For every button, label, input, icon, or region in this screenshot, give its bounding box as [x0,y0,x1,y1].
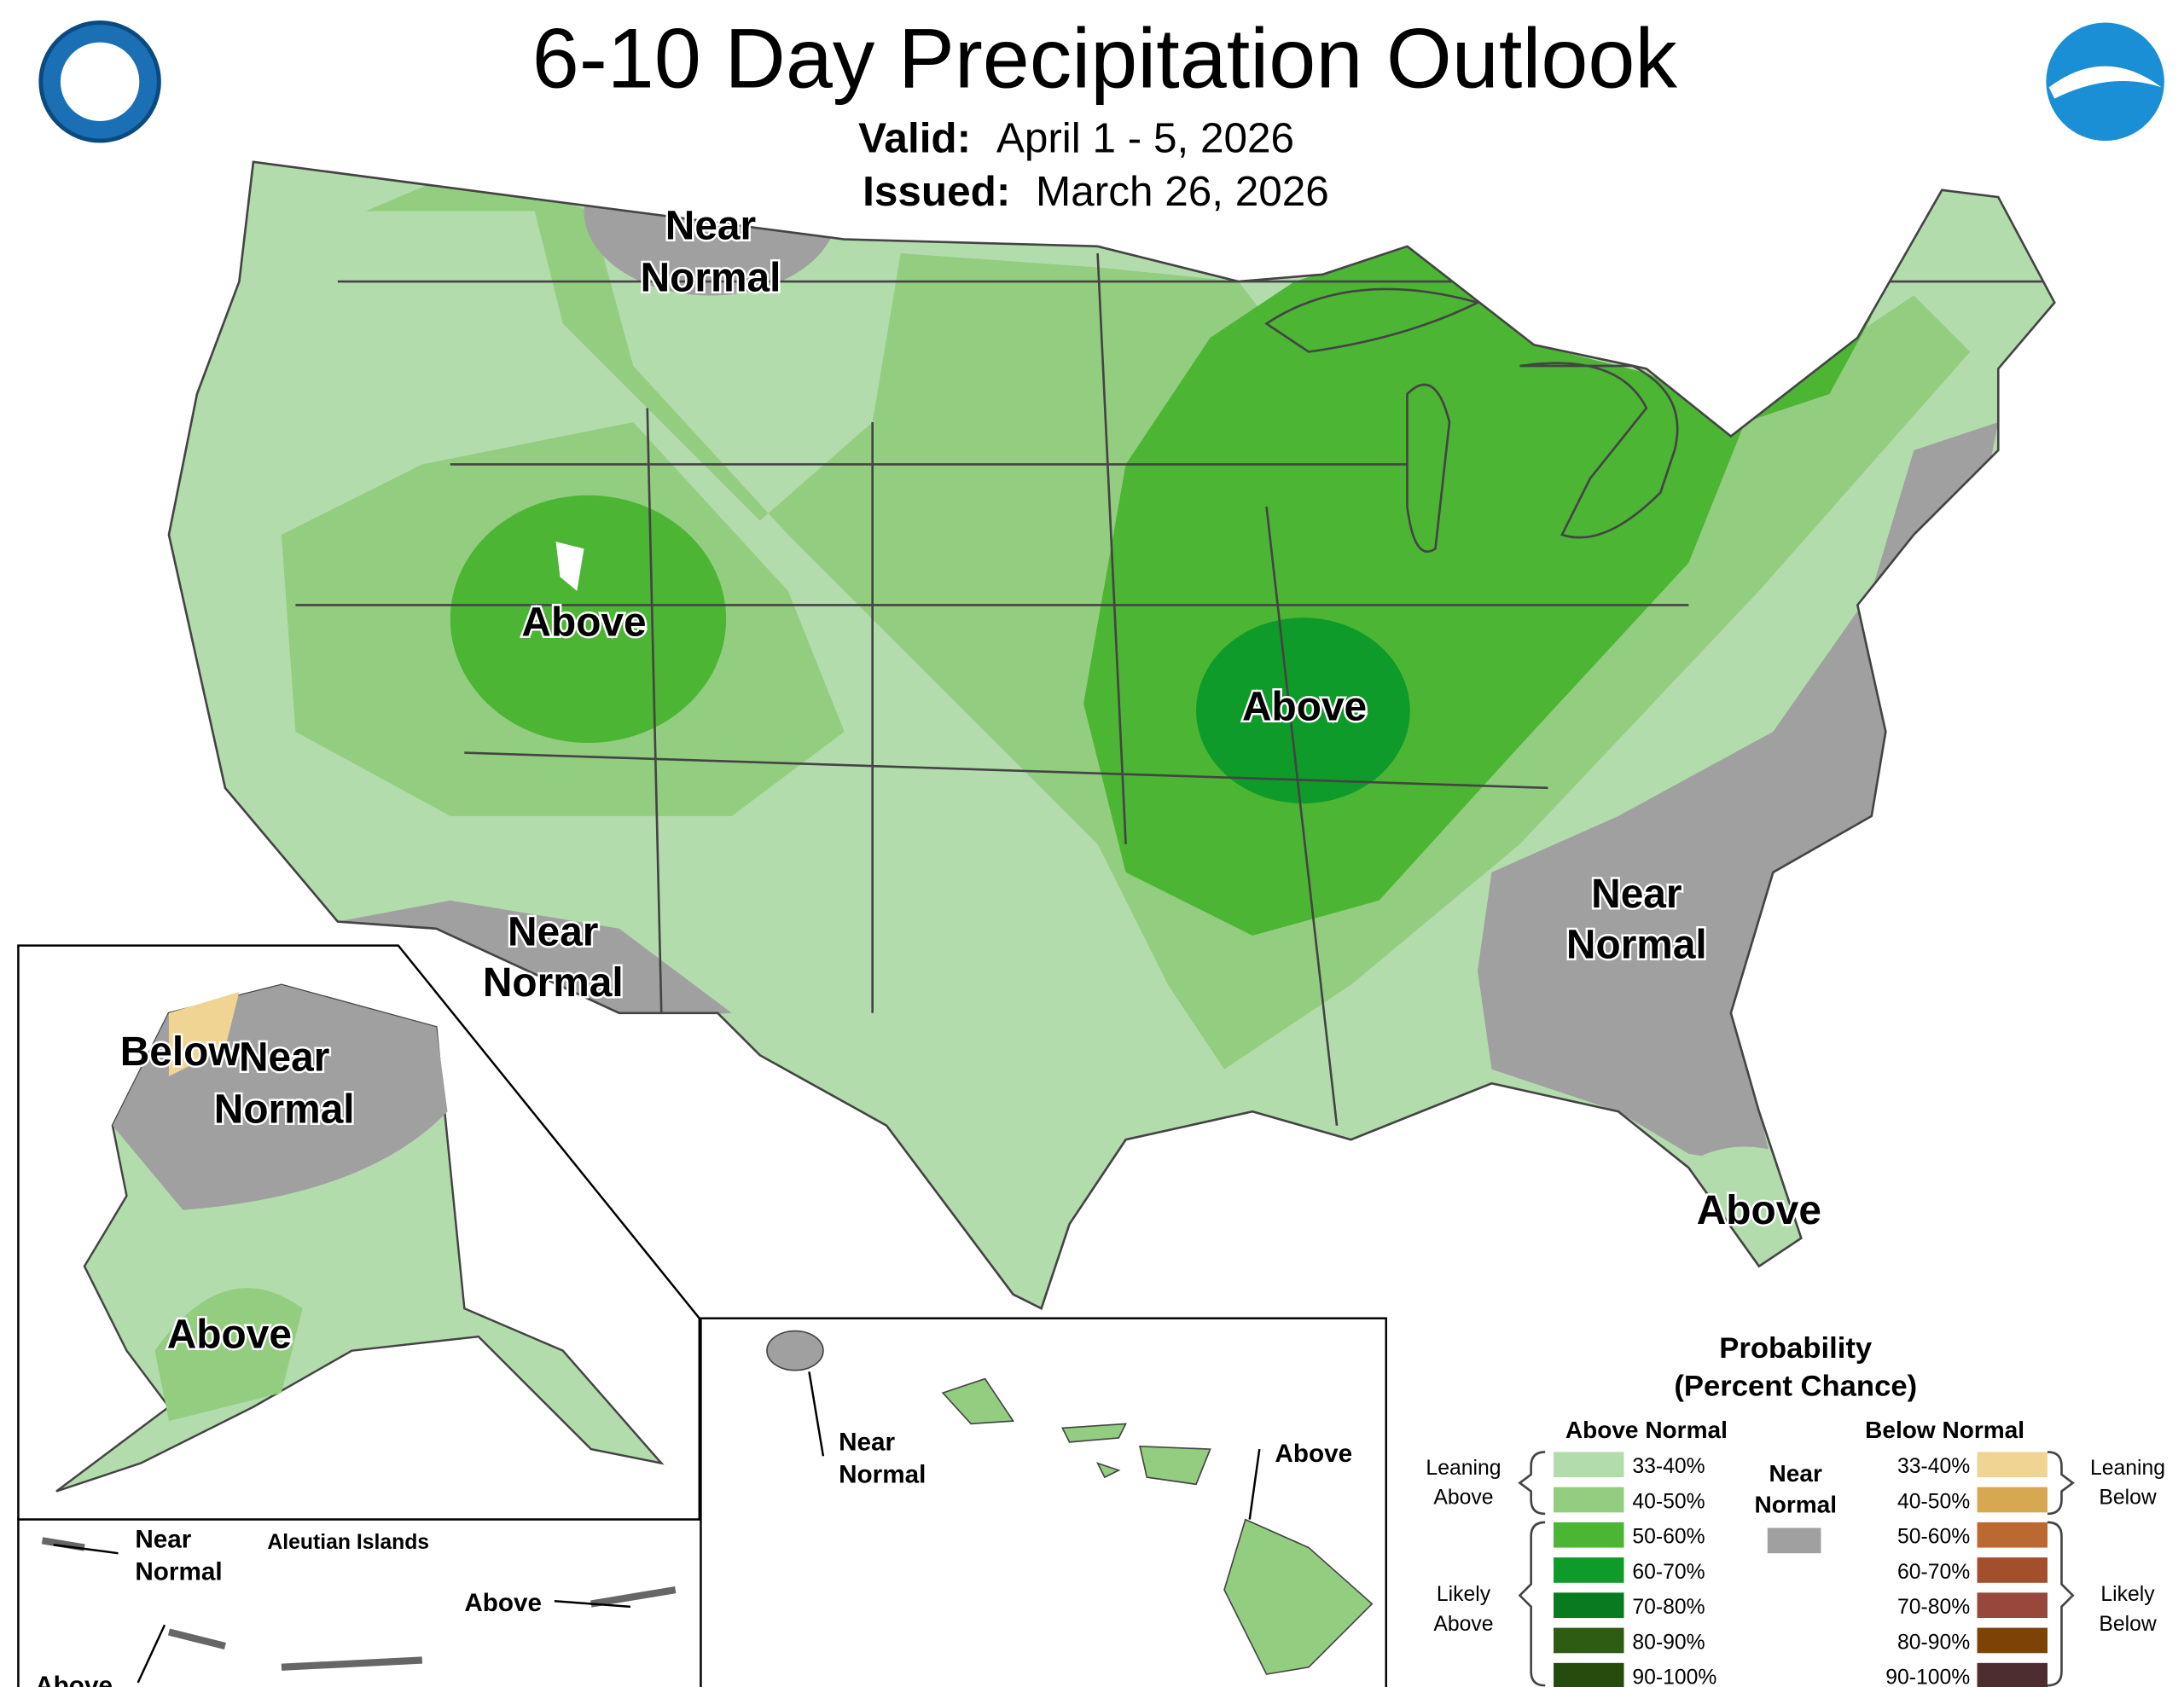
legend-swatch [1977,1487,2048,1513]
region-label: Normal [839,1461,926,1489]
region-above-60 [1196,617,1410,803]
lake-superior [1264,287,1481,353]
bracket-label: Above [1433,1613,1493,1636]
region-label: Normal [214,1087,355,1132]
hawaii-leaders [808,1371,1261,1520]
bracket-label: Likely [1437,1583,1491,1606]
lake-huron [1519,362,1679,539]
bracket-label: Below [2099,1613,2157,1636]
issued-value: March 26, 2026 [1036,168,1329,215]
legend-label: 50-60% [1632,1526,1705,1549]
commerce-logo-inner [60,42,140,121]
near-header: Near [1769,1460,1822,1487]
legend-label: 90-100% [1885,1667,1970,1687]
legend-label: 60-70% [1632,1561,1705,1584]
great-salt-lake [555,542,584,591]
bracket-label: Below [2099,1486,2157,1509]
legend-label: 90-100% [1632,1667,1716,1687]
title: 6-10 Day Precipitation Outlook [532,10,1678,105]
legend-label: 60-70% [1897,1561,1970,1584]
region-label: Above [35,1672,113,1687]
near-header: Normal [1754,1491,1837,1517]
brace-above [1518,1451,1546,1687]
region-label: Normal [641,256,781,301]
region-label: Below [120,1029,241,1075]
legend-label: 50-60% [1897,1526,1970,1549]
legend-label: 70-80% [1632,1596,1705,1619]
big-island [1223,1518,1374,1675]
lake-michigan [1406,383,1451,554]
alaska-below [168,992,240,1076]
legend-swatch [1977,1662,2048,1687]
oahu [941,1377,1015,1425]
valid-value: April 1 - 5, 2026 [996,114,1294,161]
alaska-above-40 [154,1288,303,1422]
legend-swatch [1977,1522,2048,1548]
region-label: Above [464,1589,542,1617]
region-label: Near [1591,872,1682,917]
near-swatch [1767,1528,1821,1554]
state-borders [295,252,2055,1126]
below-header: Below Normal [1865,1417,2024,1443]
bracket-label: Leaning [1426,1457,1501,1480]
bracket-label: Above [1433,1486,1493,1509]
aleutian-leaders [53,1544,631,1684]
legend-swatch [1554,1557,1624,1583]
region-label: Above [521,600,646,646]
noaa-logo-bird [2048,66,2162,99]
bracket-label: Leaning [2090,1457,2165,1480]
legend-swatch [1554,1487,1624,1513]
legend-swatch [1977,1592,2048,1619]
valid-label: Valid: [858,114,971,161]
region-label: Near [239,1035,329,1080]
region-label: Normal [135,1558,222,1586]
region-label: Near [135,1526,191,1554]
region-label: Near [508,910,598,955]
legend-swatch [1977,1452,2048,1478]
legend-swatch [1554,1627,1624,1654]
legend-label: 40-50% [1897,1490,1970,1513]
legend-title: Probability [1719,1332,1873,1365]
region-label: Above [167,1312,292,1357]
region-label: Near [839,1429,895,1457]
region-label: Near [665,204,756,249]
region-label: Above [1242,685,1367,730]
kauai [766,1330,824,1371]
region-label: Normal [483,960,624,1006]
legend-label: 80-90% [1632,1631,1705,1654]
region-label: Normal [1566,922,1707,967]
conus-outline [167,160,2056,1311]
legend-swatch [1554,1662,1624,1687]
legend-label: 70-80% [1897,1596,1970,1619]
region-label: Above [1275,1440,1352,1468]
region-above-50-ut [450,495,727,744]
aleutian-islands [41,1537,677,1671]
legend-swatch [1554,1522,1624,1548]
aleutian-title: Aleutian Islands [267,1531,429,1554]
legend-label: 33-40% [1632,1455,1705,1478]
legend-label: 40-50% [1632,1490,1705,1513]
legend-swatch [1977,1557,2048,1583]
legend-subtitle: (Percent Chance) [1674,1370,1917,1402]
above-header: Above Normal [1565,1417,1728,1443]
bracket-label: Likely [2100,1583,2155,1606]
maui-molokai [1061,1423,1211,1486]
legend-label: 33-40% [1897,1455,1970,1478]
legend-label: 80-90% [1897,1631,1970,1654]
legend-swatch [1554,1592,1624,1619]
issued-label: Issued: [863,168,1010,215]
legend-swatch [1977,1627,2048,1654]
region-label: Above [1697,1188,1821,1233]
legend-swatch [1554,1452,1624,1478]
brace-below [2047,1451,2075,1687]
